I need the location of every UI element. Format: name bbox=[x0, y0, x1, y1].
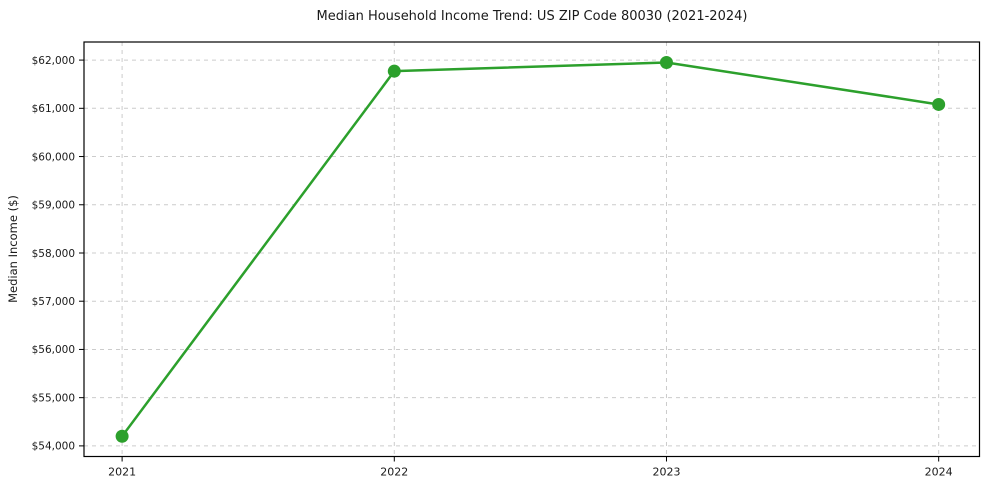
y-tick-label: $61,000 bbox=[32, 103, 75, 115]
data-point bbox=[387, 64, 401, 78]
series-line bbox=[120, 61, 940, 438]
y-tick-label: $54,000 bbox=[32, 441, 75, 453]
y-tick-label: $56,000 bbox=[32, 344, 75, 356]
y-tick-label: $58,000 bbox=[32, 248, 75, 260]
y-axis-label: Median Income ($) bbox=[6, 195, 20, 303]
y-tick-label: $62,000 bbox=[32, 55, 75, 67]
y-tick-label: $55,000 bbox=[32, 392, 75, 404]
data-point bbox=[659, 55, 673, 69]
chart-title: Median Household Income Trend: US ZIP Co… bbox=[316, 9, 748, 24]
y-tick-label: $57,000 bbox=[32, 296, 75, 308]
y-tick-label: $59,000 bbox=[32, 200, 75, 212]
x-tick-label: 2023 bbox=[652, 466, 680, 479]
x-tick-label: 2024 bbox=[925, 466, 953, 479]
data-point bbox=[115, 429, 129, 443]
x-tick-label: 2022 bbox=[380, 466, 408, 479]
data-point bbox=[932, 97, 946, 111]
plot-border bbox=[83, 41, 981, 458]
x-tick-label: 2021 bbox=[108, 466, 136, 479]
y-tick-label: $60,000 bbox=[32, 151, 75, 163]
